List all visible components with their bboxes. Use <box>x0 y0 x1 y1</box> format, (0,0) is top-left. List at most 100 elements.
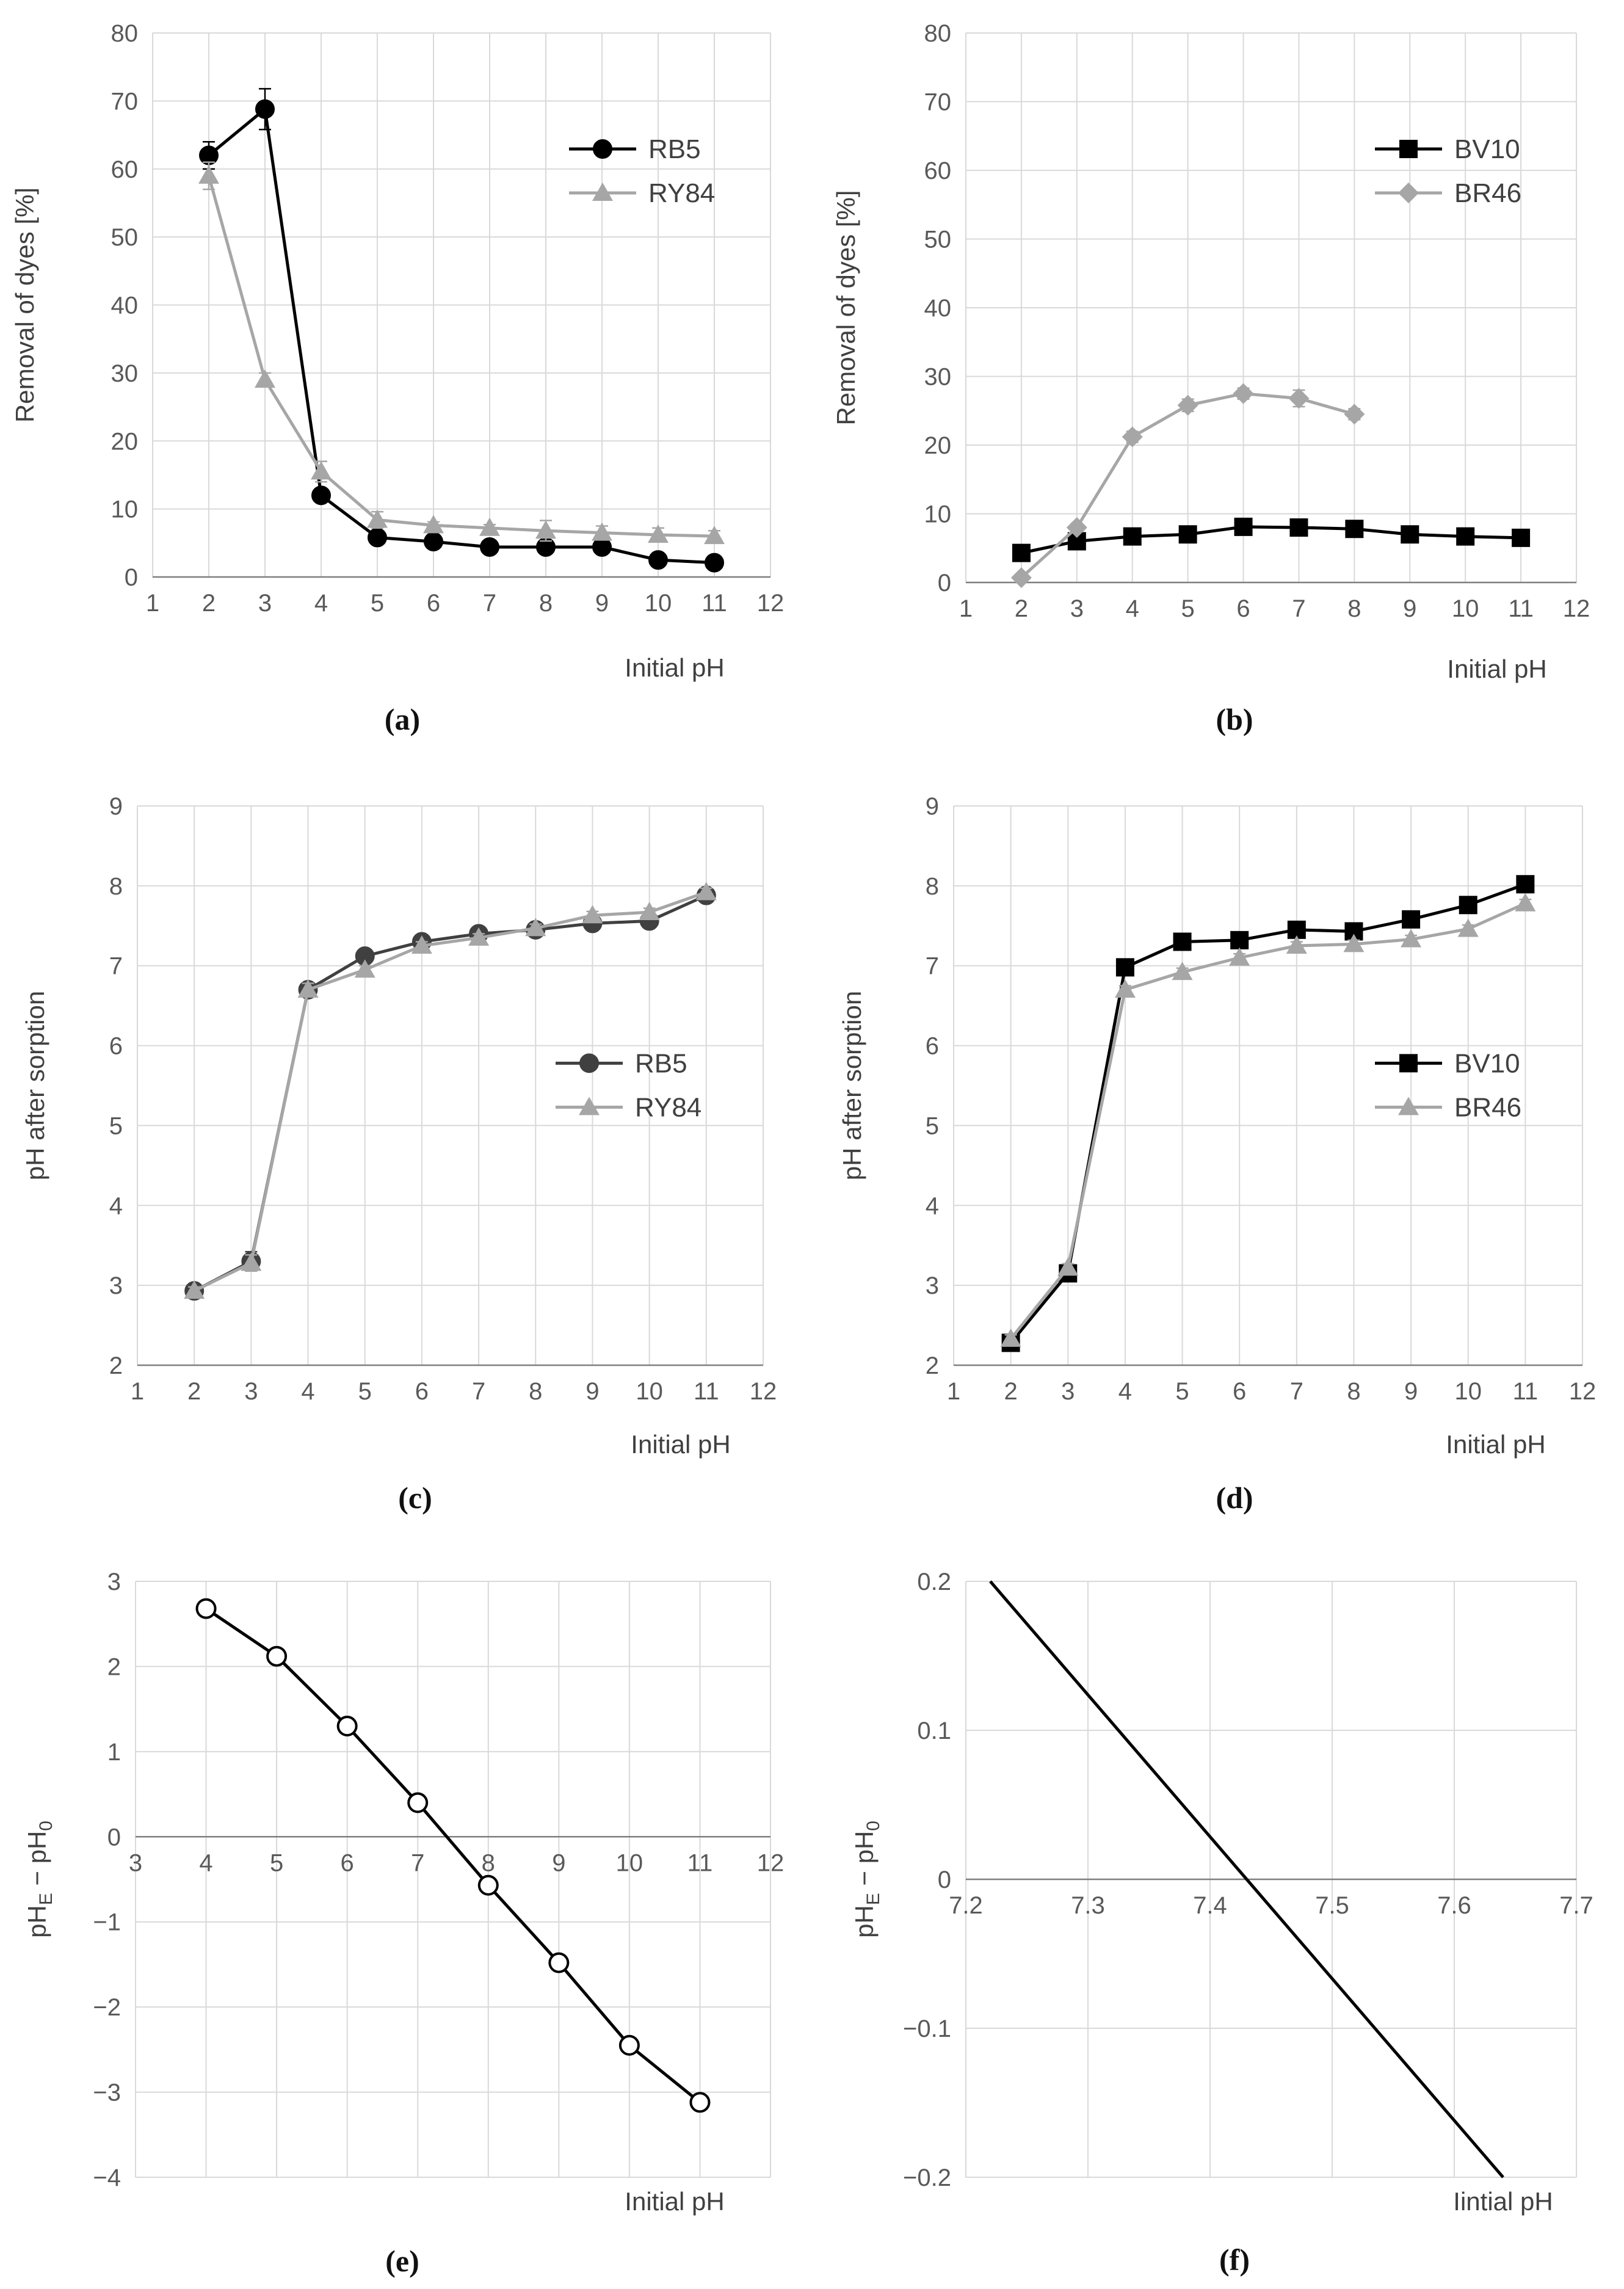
y-tick-label: 7 <box>926 953 939 980</box>
data-point <box>1230 930 1249 949</box>
data-point <box>477 1874 499 1896</box>
y-axis-title-part: − pH <box>23 1831 51 1893</box>
x-tick-label: 1 <box>947 1378 960 1405</box>
y-tick-label: 70 <box>111 88 139 115</box>
y-tick-label: 6 <box>926 1033 939 1060</box>
x-tick-label: 4 <box>1126 595 1139 622</box>
panel-label: (e) <box>385 2244 419 2278</box>
data-point <box>525 918 546 937</box>
data-point <box>424 532 443 552</box>
series-line <box>194 890 707 1293</box>
legend-label: BV10 <box>1454 1048 1520 1078</box>
x-tick-label: 7 <box>1292 595 1305 622</box>
x-tick-label: 4 <box>199 1849 212 1876</box>
legend: RB5 RY84 <box>556 1048 701 1122</box>
y-axis-title-part: E <box>863 1893 883 1905</box>
series-line <box>1009 902 1526 1340</box>
data-point <box>1233 383 1254 404</box>
x-tick-label: 5 <box>371 590 384 617</box>
series-bv10 <box>1001 875 1535 1352</box>
x-tick-label: 12 <box>1563 595 1590 622</box>
y-tick-label: 5 <box>926 1112 939 1139</box>
y-tick-label: 50 <box>924 227 952 253</box>
y-tick-label: 7 <box>109 953 123 980</box>
data-point <box>1512 528 1531 547</box>
x-tick-label: 12 <box>1569 1378 1597 1405</box>
y-tick-label: 6 <box>109 1033 123 1060</box>
y-axis-title: pH after sorption <box>838 991 866 1181</box>
legend-label: RB5 <box>635 1048 687 1078</box>
y-tick-label: 50 <box>111 224 139 251</box>
y-axis-title: Removal of dyes [%] <box>832 190 860 425</box>
x-tick-label: 5 <box>358 1378 372 1405</box>
y-axis-title-part: pH <box>850 1905 879 1938</box>
y-axis-title: Removal of dyes [%] <box>10 187 39 423</box>
legend-label: RY84 <box>648 178 715 208</box>
data-point <box>184 1280 205 1299</box>
data-point <box>407 1792 429 1813</box>
data-point <box>423 515 444 534</box>
legend: RB5 RY84 <box>569 134 715 208</box>
data-point <box>1173 932 1192 951</box>
legend-label: RY84 <box>635 1092 701 1122</box>
legend-label: RB5 <box>648 134 701 164</box>
series-line <box>989 1580 1504 2178</box>
y-tick-label: 30 <box>924 364 952 391</box>
x-tick-label: 3 <box>258 590 272 617</box>
panel-label: (b) <box>1216 702 1253 736</box>
x-tick-label: 1 <box>131 1378 144 1405</box>
x-tick-label: 10 <box>645 590 672 617</box>
data-point <box>1286 935 1307 954</box>
y-axis-title: pHE − pH0 <box>23 1821 56 1938</box>
x-tick-label: 7.4 <box>1193 1892 1227 1919</box>
x-tick-label: 8 <box>1347 595 1361 622</box>
series-line <box>207 175 715 538</box>
legend-label: BR46 <box>1454 1092 1521 1122</box>
data-point <box>1402 910 1421 929</box>
data-point <box>468 927 490 946</box>
data-point <box>1229 947 1250 966</box>
data-point <box>705 553 724 573</box>
x-tick-label: 6 <box>427 590 440 617</box>
data-point <box>1344 404 1365 425</box>
data-point <box>311 461 332 480</box>
y-tick-label: 0 <box>107 1824 121 1851</box>
y-axis-title-part: E <box>36 1893 56 1905</box>
data-point <box>1401 525 1419 544</box>
data-point <box>1234 517 1253 536</box>
x-tick-label: 12 <box>750 1378 777 1405</box>
data-point <box>618 2034 640 2056</box>
x-tick-label: 7 <box>1290 1378 1303 1405</box>
y-tick-label: 0 <box>125 564 138 591</box>
data-point <box>689 2092 711 2113</box>
y-tick-label: 2 <box>107 1653 121 1680</box>
series-rb5 <box>199 88 724 573</box>
x-tick-label: 11 <box>687 1849 713 1876</box>
data-point <box>255 99 275 119</box>
y-tick-label: 3 <box>926 1272 939 1299</box>
y-tick-label: 2 <box>109 1352 123 1379</box>
x-tick-label: 4 <box>301 1378 314 1405</box>
y-tick-label: 80 <box>111 20 139 47</box>
data-point <box>1457 918 1479 937</box>
x-axis-title: Initial pH <box>1447 655 1546 683</box>
data-point <box>255 369 275 388</box>
y-tick-label: 70 <box>924 89 952 116</box>
x-tick-label: 2 <box>1015 595 1028 622</box>
data-point <box>266 1645 288 1667</box>
data-point <box>1459 896 1477 915</box>
data-point <box>311 485 331 506</box>
x-tick-label: 6 <box>415 1378 429 1405</box>
series-line <box>1021 525 1521 555</box>
y-axis-title-part: 0 <box>863 1821 883 1831</box>
data-point <box>695 882 717 901</box>
x-tick-label: 5 <box>1181 595 1195 622</box>
data-point <box>582 905 603 924</box>
x-tick-label: 10 <box>1454 1378 1482 1405</box>
legend-swatch-marker <box>592 183 613 201</box>
data-point <box>1115 958 1134 977</box>
x-tick-label: 8 <box>529 1378 542 1405</box>
